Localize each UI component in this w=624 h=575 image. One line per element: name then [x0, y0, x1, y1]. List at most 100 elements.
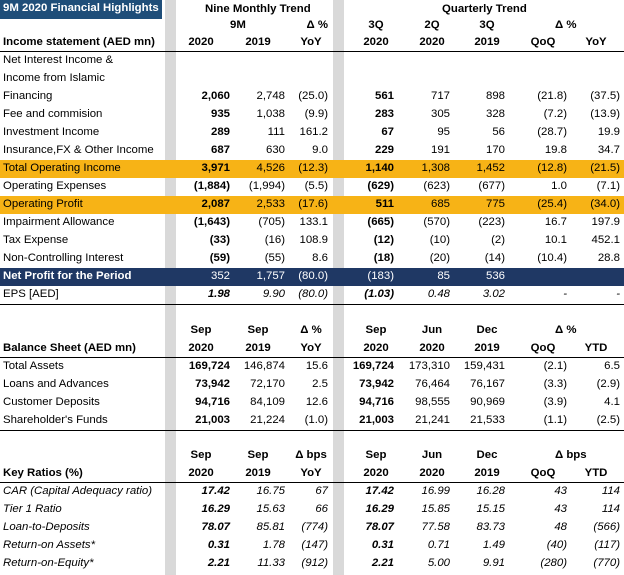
income-cell-6: 1.0	[551, 180, 567, 192]
ratios-header-row-top: Sep Sep Δ bps Sep Jun Dec Δ bps	[0, 448, 624, 465]
ratio-cell-0: 17.42	[201, 485, 230, 497]
q3-2020-period: 3Q	[368, 19, 384, 31]
ratio-cell-6: 43	[554, 503, 567, 515]
balance-cell-3: 94,716	[359, 396, 394, 408]
balance-cell-7: 6.5	[604, 360, 620, 372]
ratios-header-underline	[0, 482, 624, 483]
income-cell-2: (25.0)	[298, 90, 328, 102]
balance-top-header-0: Sep	[190, 324, 212, 336]
income-cell-7: 28.8	[597, 252, 620, 264]
income-cell-4: 1,308	[421, 162, 450, 174]
ratio-cell-2: (912)	[301, 557, 328, 569]
income-row-label: Non-Controlling Interest	[3, 252, 124, 264]
income-row: Tax Expense (33) (16) 108.9 (12) (10) (2) 10.1 4…	[0, 232, 624, 250]
ratio-cell-0: 78.07	[201, 521, 230, 533]
balance-cell-3: 21,003	[359, 414, 394, 426]
income-cell-2: (12.3)	[298, 162, 328, 174]
balance-top-header-5: Dec	[476, 324, 498, 336]
income-cell-5: 3.02	[482, 288, 505, 300]
balance-row-label: Loans and Advances	[3, 378, 109, 390]
ratio-cell-0: 16.29	[201, 503, 230, 515]
net-profit-band	[0, 268, 624, 286]
income-cell-0: 3,971	[201, 162, 230, 174]
balance-cell-5: 76,167	[470, 378, 505, 390]
income-cell-7: 19.9	[597, 126, 620, 138]
balance-top-header-4: Jun	[421, 324, 443, 336]
income-cell-7: 197.9	[591, 216, 620, 228]
balance-row-label: Shareholder's Funds	[3, 414, 108, 426]
ratio-cell-0: 0.31	[207, 539, 230, 551]
column-header-0: 2020	[188, 36, 214, 48]
ratio-row: Return-on-Equity* 2.21 11.33 (912) 2.21 5.00 9…	[0, 555, 624, 573]
income-cell-4: 95	[437, 126, 450, 138]
income-cell-6: (21.8)	[537, 90, 567, 102]
balance-col-header-1: 2019	[245, 342, 271, 354]
balance-cell-4: 173,310	[408, 360, 450, 372]
income-cell-6: (10.4)	[537, 252, 567, 264]
ratio-cell-1: 1.78	[262, 539, 285, 551]
income-cell-2: 108.9	[299, 234, 328, 246]
balance-cell-6: (2.1)	[543, 360, 567, 372]
income-cell-7: (13.9)	[590, 108, 620, 120]
income-cell-7: (37.5)	[590, 90, 620, 102]
income-row-label: Income from Islamic	[3, 72, 105, 84]
balance-row: Loans and Advances 73,942 72,170 2.5 73,942 7…	[0, 376, 624, 394]
ratios-col-header-3: 2020	[363, 467, 389, 479]
balance-cell-7: (2.9)	[596, 378, 620, 390]
ratio-cell-1: 85.81	[256, 521, 285, 533]
balance-cell-0: 169,724	[188, 360, 230, 372]
income-cell-3: 1,140	[365, 162, 394, 174]
income-cell-2: 8.6	[312, 252, 328, 264]
income-cell-7: 34.7	[597, 144, 620, 156]
balance-row: Customer Deposits 94,716 84,109 12.6 94,716 9…	[0, 394, 624, 412]
income-cell-3: 511	[375, 198, 394, 210]
ratios-top-header-2: Δ bps	[295, 449, 327, 461]
balance-row-label: Total Assets	[3, 360, 64, 372]
income-cell-0: 1.98	[207, 288, 230, 300]
ratio-cell-2: 66	[315, 503, 328, 515]
balance-header-row-top: Sep Sep Δ % Sep Jun Dec Δ %	[0, 323, 624, 340]
income-cell-3: (18)	[373, 252, 394, 264]
income-cell-5: 536	[485, 270, 505, 282]
balance-cell-1: 84,109	[250, 396, 285, 408]
page-title-text: 9M 2020 Financial Highlights	[3, 2, 159, 14]
income-cell-4: (10)	[429, 234, 450, 246]
income-cell-3: (665)	[367, 216, 394, 228]
income-row: Total Operating Income 3,971 4,526 (12.3) 1,…	[0, 160, 624, 178]
balance-cell-6: (3.9)	[543, 396, 567, 408]
ratios-col-header-2: YoY	[300, 467, 322, 479]
income-cell-0: (1,643)	[193, 216, 230, 228]
income-cell-2: (9.9)	[304, 108, 328, 120]
ratio-cell-2: 67	[315, 485, 328, 497]
income-row: Impairment Allowance (1,643) (705) 133.1 (66…	[0, 214, 624, 232]
balance-cell-5: 21,533	[470, 414, 505, 426]
income-cell-6: (28.7)	[537, 126, 567, 138]
ratio-cell-3: 16.29	[365, 503, 394, 515]
ratios-col-header-6: QoQ	[530, 467, 556, 479]
income-cell-7: -	[616, 288, 620, 300]
ratio-cell-6: (40)	[546, 539, 567, 551]
balance-cell-2: (1.0)	[304, 414, 328, 426]
income-row-label: Net Interest Income &	[3, 54, 114, 66]
ratio-cell-7: (117)	[594, 539, 620, 551]
q3-2019-period: 3Q	[479, 19, 495, 31]
income-cell-1: 2,533	[256, 198, 285, 210]
ratio-cell-5: 15.15	[476, 503, 505, 515]
income-row: Insurance,FX & Other Income 687 630 9.0 229 1…	[0, 142, 624, 160]
income-cell-3: (1.03)	[364, 288, 394, 300]
ratio-row-label: Loan-to-Deposits	[3, 521, 90, 533]
ratio-row-label: Return-on-Equity*	[3, 557, 94, 569]
income-cell-4: 685	[430, 198, 450, 210]
column-header-4: 2020	[419, 36, 445, 48]
income-row: Financing 2,060 2,748 (25.0) 561 717 898 (21.8)…	[0, 88, 624, 106]
balance-cell-1: 146,874	[243, 360, 285, 372]
balance-top-header-6: Δ %	[555, 324, 577, 336]
balance-row: Total Assets 169,724 146,874 15.6 169,724 173…	[0, 358, 624, 376]
column-header-1: 2019	[245, 36, 271, 48]
ratios-col-header-1: 2019	[245, 467, 271, 479]
highlight-band	[0, 160, 624, 178]
income-row-label: Impairment Allowance	[3, 216, 115, 228]
income-row-label: Financing	[3, 90, 53, 102]
income-cell-0: (59)	[209, 252, 230, 264]
key-ratios-heading: Key Ratios (%)	[3, 467, 83, 479]
